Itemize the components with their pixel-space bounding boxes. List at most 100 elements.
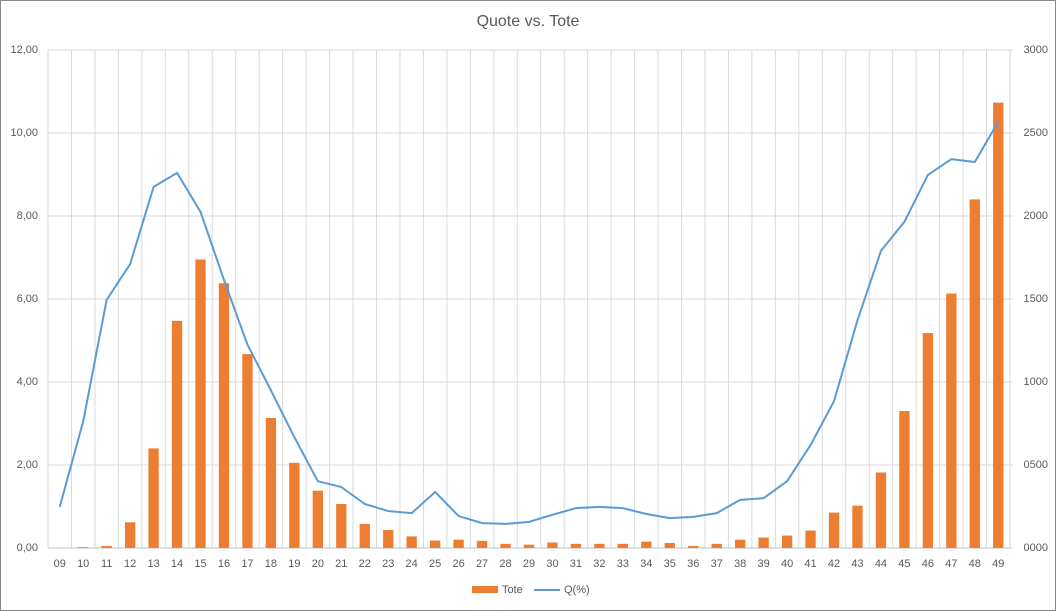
y2-tick-label: 0000: [1024, 542, 1048, 554]
bar: [594, 543, 605, 548]
bar: [946, 293, 957, 548]
x-tick-label: 13: [147, 558, 159, 570]
bar: [78, 547, 89, 548]
x-tick-label: 41: [804, 558, 816, 570]
bar: [688, 546, 699, 548]
x-tick-label: 33: [617, 558, 629, 570]
x-tick-label: 11: [101, 558, 112, 570]
line: [58, 121, 1000, 525]
bar: [124, 522, 136, 548]
bar: [617, 543, 629, 548]
bar: [195, 259, 206, 548]
x-tick-label: 27: [476, 558, 488, 570]
x-tick-label: 30: [546, 558, 558, 570]
x-tick-label: 25: [429, 558, 441, 570]
legend-label: Tote: [502, 584, 523, 596]
bar: [828, 512, 840, 548]
x-tick-label: 32: [593, 558, 605, 570]
bar: [406, 536, 417, 548]
bar: [547, 542, 558, 548]
bar: [641, 541, 652, 548]
bar: [359, 523, 370, 548]
x-tick-label: 09: [54, 558, 66, 570]
bar: [218, 283, 230, 548]
bar: [805, 530, 816, 548]
x-tick-label: 44: [875, 558, 887, 570]
x-tick-label: 48: [969, 558, 981, 570]
y2-tick-label: 1500: [1024, 293, 1048, 305]
x-tick-label: 40: [781, 558, 793, 570]
bar: [969, 199, 980, 548]
y2-tick-label: 2500: [1024, 127, 1048, 139]
bar: [148, 448, 159, 548]
bar: [312, 490, 323, 548]
x-tick-label: 31: [570, 558, 582, 570]
x-tick-label: 28: [499, 558, 511, 570]
x-tick-label: 43: [851, 558, 863, 570]
x-tick-label: 49: [992, 558, 1004, 570]
bar: [289, 462, 300, 548]
x-tick-label: 18: [265, 558, 277, 570]
bar: [523, 544, 535, 548]
bar: [899, 411, 910, 548]
x-tick-label: 14: [171, 558, 183, 570]
x-tick-label: 26: [452, 558, 464, 570]
chart-title: Quote vs. Tote: [477, 13, 580, 30]
bar: [570, 543, 582, 548]
bar: [476, 540, 488, 548]
bar: [336, 504, 347, 548]
x-tick-label: 36: [687, 558, 699, 570]
y-tick-label: 0,00: [17, 542, 38, 554]
bar: [711, 543, 722, 548]
x-tick-label: 46: [922, 558, 934, 570]
bar: [664, 543, 675, 548]
x-tick-label: 34: [640, 558, 652, 570]
y2-tick-label: 2000: [1024, 210, 1048, 222]
bar: [265, 418, 277, 548]
x-tick-label: 23: [382, 558, 394, 570]
x-tick-label: 12: [124, 558, 136, 570]
y-tick-label: 2,00: [17, 459, 38, 471]
y-tick-label: 10,00: [10, 127, 38, 139]
y-tick-label: 12,00: [10, 44, 38, 56]
bar: [922, 333, 934, 548]
y2-tick-label: 3000: [1024, 44, 1048, 56]
x-tick-label: 39: [758, 558, 770, 570]
x-tick-label: 10: [77, 558, 89, 570]
bar: [383, 530, 394, 548]
x-tick-label: 22: [359, 558, 371, 570]
x-tick-label: 16: [218, 558, 230, 570]
x-tick-label: 42: [828, 558, 840, 570]
bar: [500, 543, 511, 548]
bar: [242, 354, 253, 548]
x-tick-label: 45: [898, 558, 910, 570]
bar: [993, 102, 1004, 548]
x-tick-label: 38: [734, 558, 746, 570]
x-tick-label: 47: [945, 558, 957, 570]
bar: [429, 540, 441, 548]
x-tick-label: 17: [241, 558, 253, 570]
legend-swatch: [472, 586, 498, 593]
bar: [171, 320, 183, 548]
legend-label: Q(%): [564, 584, 590, 596]
bar: [735, 539, 746, 548]
x-tick-label: 29: [523, 558, 535, 570]
x-tick-label: 35: [664, 558, 676, 570]
bar: [453, 539, 464, 548]
y-tick-label: 4,00: [17, 376, 38, 388]
bar: [852, 505, 863, 548]
bar: [781, 535, 793, 548]
y-tick-label: 8,00: [17, 210, 38, 222]
x-tick-label: 20: [312, 558, 324, 570]
y2-tick-label: 0500: [1024, 459, 1048, 471]
x-tick-label: 37: [711, 558, 723, 570]
y-tick-label: 6,00: [17, 293, 38, 305]
y2-tick-label: 1000: [1024, 376, 1048, 388]
bar: [758, 537, 769, 548]
x-tick-label: 15: [194, 558, 206, 570]
x-tick-label: 21: [335, 558, 347, 570]
bar: [875, 472, 887, 548]
x-tick-label: 24: [406, 558, 418, 570]
